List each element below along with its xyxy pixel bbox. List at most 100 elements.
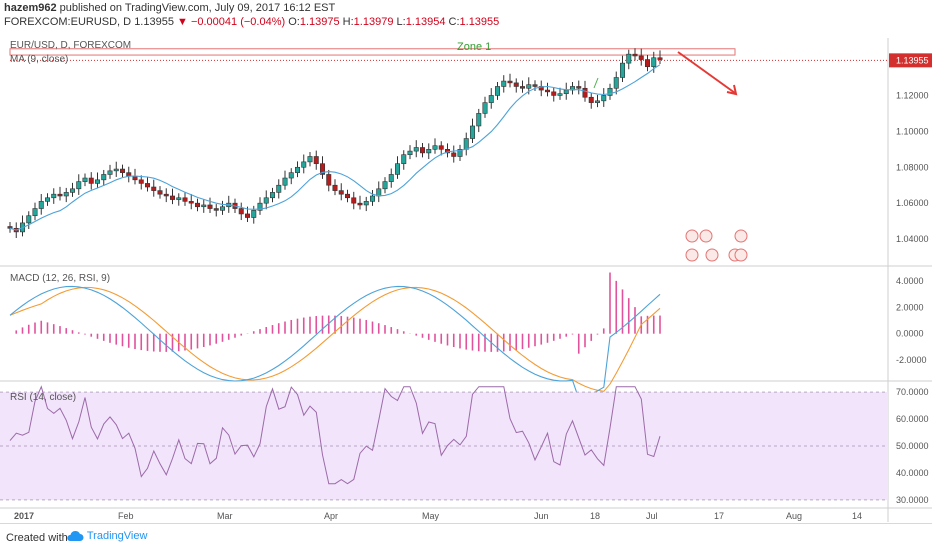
candle [426, 149, 432, 154]
candle [26, 215, 32, 224]
economic-event-icon [685, 229, 699, 243]
candle [151, 186, 157, 191]
candle [157, 190, 163, 195]
rsi-axis-tick: 40.0000 [896, 468, 929, 478]
candle [507, 80, 513, 84]
candle [576, 86, 582, 89]
candle [207, 204, 213, 209]
close-value: 1.13955 [459, 16, 500, 28]
rsi-axis-tick: 60.0000 [896, 414, 929, 424]
candle [313, 156, 319, 164]
low-value: 1.13954 [405, 16, 446, 28]
candle [188, 201, 194, 204]
candle [632, 53, 638, 57]
candle [288, 172, 294, 179]
high-value: 1.13979 [353, 16, 394, 28]
candle [88, 177, 94, 184]
time-axis-tick: Jun [534, 511, 549, 521]
candle [63, 192, 69, 197]
candle [551, 91, 557, 96]
candle [432, 145, 438, 150]
price-change: ▼ −0.00041 (−0.04%) [177, 16, 286, 28]
candle [463, 138, 469, 150]
candle [457, 149, 463, 157]
time-axis-tick: 14 [852, 511, 862, 521]
rsi-line [9, 385, 661, 485]
candle [70, 188, 76, 193]
candle [257, 202, 263, 211]
candle [220, 206, 226, 211]
signal-line [9, 286, 661, 392]
candle [238, 208, 244, 215]
candle [644, 59, 650, 68]
tradingview-logo[interactable]: TradingView [66, 530, 147, 542]
time-axis-tick: May [422, 511, 440, 521]
economic-event-icon [685, 248, 699, 262]
macd-pane-title: MACD (12, 26, RSI, 9) [10, 273, 110, 284]
candle [526, 84, 532, 89]
candle [101, 174, 107, 181]
ma-legend: MA (9, close) [10, 54, 68, 65]
candle [319, 163, 325, 175]
current-price-badge [889, 53, 932, 68]
time-axis-tick: Mar [217, 511, 233, 521]
annotation-mark [593, 77, 599, 89]
candle [307, 156, 313, 163]
symbol-info: FOREXCOM:EURUSD, D 1.13955 ▼ −0.00041 (−… [4, 16, 499, 28]
candle [626, 53, 632, 64]
candle [263, 197, 269, 204]
candle [657, 57, 663, 60]
candle [407, 150, 413, 155]
candle [363, 201, 369, 206]
candle [544, 89, 550, 93]
macd-axis-tick: -2.0000 [896, 355, 927, 365]
candle [163, 193, 169, 197]
candle [388, 174, 394, 182]
rsi-axis-tick: 70.0000 [896, 387, 929, 397]
publisher-name[interactable]: hazem962 [4, 2, 57, 14]
footer: Created with TradingView [0, 523, 932, 551]
open-label: O: [288, 16, 300, 28]
candle [394, 163, 400, 175]
candle [176, 197, 182, 200]
candle [276, 184, 282, 193]
rsi-pane-title: RSI (14, close) [10, 392, 76, 403]
candle [469, 125, 475, 139]
rsi-axis-tick: 30.0000 [896, 495, 929, 505]
candle [563, 89, 569, 94]
candle [588, 96, 594, 103]
candle [519, 86, 525, 89]
price-pane-title: EUR/USD, D, FOREXCOM [10, 40, 131, 51]
chart-canvas[interactable]: Zone 1 1.04000 1.06000 1.08000 1.10000 1.1200… [0, 0, 932, 523]
published-text: published on TradingView.com, July 09, 2… [59, 2, 336, 14]
price-axis-tick: 1.12000 [896, 90, 929, 100]
candle [619, 62, 625, 78]
candle [532, 84, 538, 87]
candle [44, 197, 50, 202]
candle [488, 95, 494, 103]
candle [476, 113, 482, 127]
candle [282, 177, 288, 186]
candle [132, 175, 138, 181]
candle [182, 197, 188, 202]
candle [113, 168, 119, 172]
time-axis-tick: Feb [118, 511, 134, 521]
candle [201, 204, 207, 208]
time-axis-tick: 18 [590, 511, 600, 521]
last-price: 1.13955 [134, 16, 174, 28]
zone-rectangle [9, 48, 736, 56]
rsi-axis-tick: 50.0000 [896, 441, 929, 451]
candle [557, 93, 563, 96]
economic-event-icon [734, 248, 748, 262]
candle [413, 147, 419, 152]
candle [513, 82, 519, 87]
candle [582, 87, 588, 98]
candle [601, 95, 607, 102]
time-axis-tick: Jul [646, 511, 658, 521]
candle [138, 179, 144, 184]
price-axis-tick: 1.08000 [896, 162, 929, 172]
publish-info: hazem962 published on TradingView.com, J… [4, 2, 335, 14]
candle [351, 197, 357, 204]
projection-arrowhead [726, 84, 738, 96]
time-axis-tick: 17 [714, 511, 724, 521]
